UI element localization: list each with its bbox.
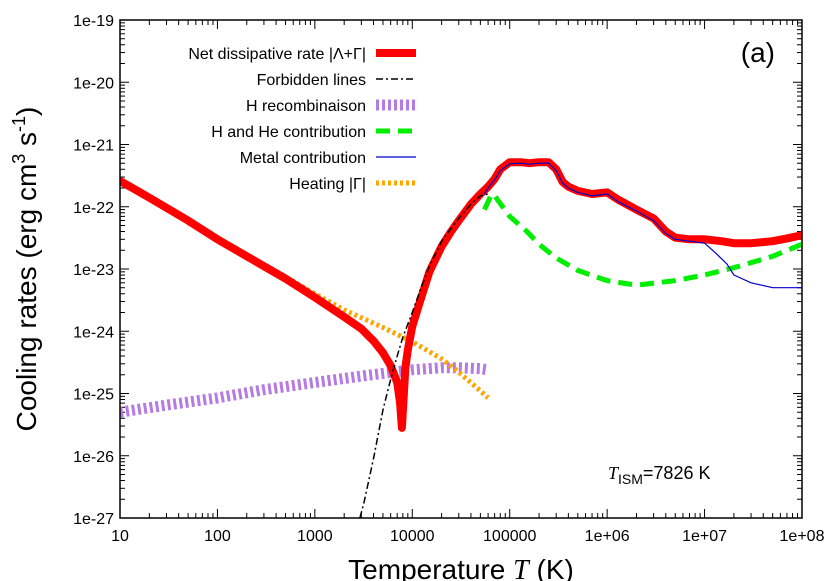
y-tick-label: 1e-26 bbox=[73, 449, 114, 466]
y-tick-label: 1e-24 bbox=[73, 324, 114, 341]
x-tick-label: 10000 bbox=[390, 528, 435, 545]
x-tick-label: 10 bbox=[111, 528, 129, 545]
x-tick-label: 100000 bbox=[483, 528, 536, 545]
legend-label: Metal contribution bbox=[240, 150, 366, 167]
legend-label: Forbidden lines bbox=[257, 72, 366, 89]
y-tick-label: 1e-20 bbox=[73, 75, 114, 92]
y-tick-label: 1e-22 bbox=[73, 200, 114, 217]
x-tick-label: 1e+06 bbox=[585, 528, 630, 545]
x-tick-label: 1000 bbox=[297, 528, 333, 545]
legend-label: Heating |Γ| bbox=[289, 176, 366, 193]
y-tick-label: 1e-19 bbox=[73, 13, 114, 30]
series-layer bbox=[120, 158, 802, 518]
legend-label: Net dissipative rate |Λ+Γ| bbox=[188, 46, 366, 63]
series-line-2 bbox=[120, 362, 489, 418]
y-tick-label: 1e-21 bbox=[73, 138, 114, 155]
y-tick-label: 1e-27 bbox=[73, 511, 114, 528]
tism-annotation: TISM=7826 K bbox=[608, 463, 710, 487]
axis-ticks bbox=[119, 19, 803, 519]
series-line-4 bbox=[483, 162, 802, 289]
y-axis-title: Cooling rates (erg cm3 s-1) bbox=[9, 107, 42, 432]
series-line-1 bbox=[359, 193, 489, 518]
series-line-3 bbox=[482, 191, 802, 288]
plot-frame bbox=[119, 19, 803, 519]
series-line-0 bbox=[120, 158, 802, 432]
x-tick-label: 1e+08 bbox=[780, 528, 825, 545]
y-tick-labels: 1e-27 1e-26 1e-25 1e-24 1e-23 1e-22 1e-21 1e-20… bbox=[73, 13, 114, 528]
y-tick-label: 1e-25 bbox=[73, 387, 114, 404]
x-tick-label: 1e+07 bbox=[682, 528, 727, 545]
legend: Net dissipative rate |Λ+Γ| Forbidden line… bbox=[188, 46, 416, 193]
x-axis-title: Temperature T (K) bbox=[348, 554, 574, 581]
legend-label: H and He contribution bbox=[211, 124, 366, 141]
legend-label: H recombinaison bbox=[246, 98, 366, 115]
x-tick-label: 100 bbox=[204, 528, 231, 545]
y-tick-label: 1e-23 bbox=[73, 262, 114, 279]
panel-label: (a) bbox=[741, 37, 775, 68]
x-tick-labels: 10 100 1000 10000 100000 1e+06 1e+07 1e+08 bbox=[111, 528, 824, 545]
